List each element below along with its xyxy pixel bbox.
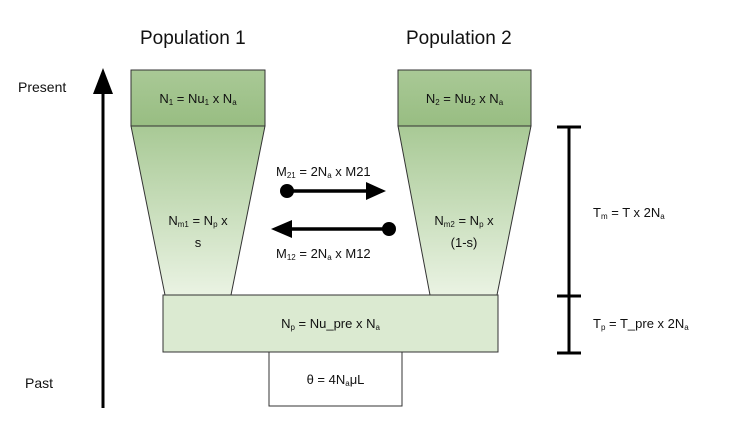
pop2-size-label: N2 = Nu2 x Na <box>425 91 504 107</box>
root-box <box>268 351 403 407</box>
ancestral-box <box>162 294 499 353</box>
pop2-top-box <box>397 69 532 127</box>
present-label: Present <box>18 79 67 95</box>
m21-arrow-head <box>366 182 386 200</box>
pop2-trapezoid <box>397 125 532 296</box>
tp-label: Tp = T_pre x 2Na <box>593 316 689 332</box>
pop2-migration-size-label: Nm2 = Np x (1-s) <box>434 213 494 250</box>
m21-label: M21 = 2Na x M21 <box>276 164 371 180</box>
pop1-top-box <box>130 69 266 127</box>
tm-label: Tm = T x 2Na <box>593 205 665 221</box>
m12-arrow-head <box>271 220 292 238</box>
pop1-size-label: N1 = Nu1 x Na <box>159 91 237 107</box>
population1-header: Population 1 <box>140 28 246 49</box>
time-arrow-head <box>93 68 113 94</box>
theta-label: θ = 4NaμL <box>306 372 365 388</box>
m12-label: M12 = 2Na x M12 <box>276 246 371 262</box>
population2-header: Population 2 <box>406 28 512 49</box>
past-label: Past <box>25 375 54 391</box>
pop1-trapezoid <box>130 125 266 296</box>
ancestral-size-label: Np = Nu_pre x Na <box>281 316 380 332</box>
